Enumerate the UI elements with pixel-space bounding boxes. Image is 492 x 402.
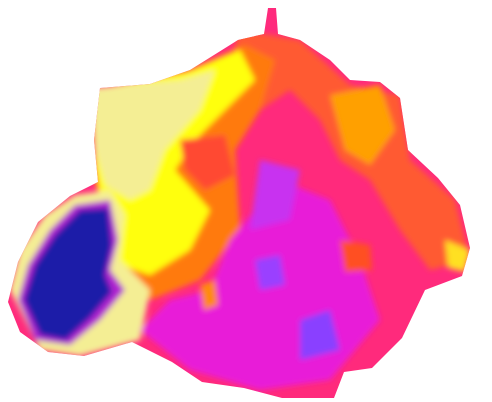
page: (() => { const data = JSON.parse(documen… xyxy=(0,0,492,402)
raster-map xyxy=(0,0,492,402)
purple-spot xyxy=(255,255,285,290)
orange-spot xyxy=(340,240,372,272)
